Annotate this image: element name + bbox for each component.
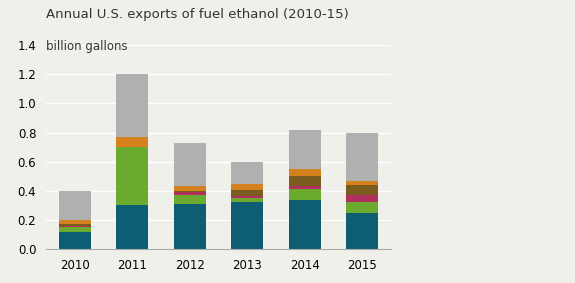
Bar bbox=[231, 202, 263, 249]
Bar bbox=[231, 198, 263, 202]
Bar bbox=[59, 226, 91, 227]
Bar bbox=[116, 137, 148, 147]
Bar bbox=[231, 162, 263, 184]
Bar bbox=[402, 92, 423, 112]
Bar bbox=[289, 176, 320, 186]
Bar bbox=[289, 200, 320, 249]
Text: Brazil: Brazil bbox=[432, 166, 462, 176]
Bar bbox=[174, 192, 206, 195]
Text: Canada: Canada bbox=[432, 201, 472, 211]
Bar bbox=[59, 227, 91, 231]
Bar bbox=[116, 147, 148, 205]
Bar bbox=[59, 231, 91, 249]
Text: Annual U.S. exports of fuel ethanol (2010-15): Annual U.S. exports of fuel ethanol (201… bbox=[46, 8, 349, 22]
Bar bbox=[346, 133, 378, 181]
Bar bbox=[402, 127, 423, 147]
Bar bbox=[231, 184, 263, 190]
Bar bbox=[116, 74, 148, 137]
Bar bbox=[231, 190, 263, 196]
Bar bbox=[346, 185, 378, 195]
Bar bbox=[231, 196, 263, 198]
Bar bbox=[402, 57, 423, 77]
Bar bbox=[59, 220, 91, 224]
Bar bbox=[174, 186, 206, 191]
Bar bbox=[174, 195, 206, 204]
Text: billion gallons: billion gallons bbox=[46, 40, 128, 53]
Bar bbox=[289, 130, 320, 169]
Bar bbox=[346, 202, 378, 213]
Bar bbox=[289, 186, 320, 189]
Text: other: other bbox=[432, 25, 461, 36]
Text: China: China bbox=[432, 131, 462, 141]
Bar bbox=[174, 143, 206, 186]
Bar bbox=[402, 22, 423, 42]
Bar bbox=[402, 197, 423, 217]
Text: United Arab Emirates: United Arab Emirates bbox=[432, 61, 544, 71]
Bar bbox=[346, 195, 378, 202]
Bar bbox=[59, 224, 91, 226]
Bar bbox=[346, 213, 378, 249]
Bar bbox=[402, 162, 423, 182]
Bar bbox=[289, 169, 320, 176]
Bar bbox=[289, 189, 320, 200]
Text: Philippines: Philippines bbox=[432, 96, 489, 106]
Bar bbox=[174, 204, 206, 249]
Bar bbox=[116, 205, 148, 249]
Bar bbox=[174, 191, 206, 192]
Bar bbox=[59, 191, 91, 220]
Bar bbox=[346, 181, 378, 185]
